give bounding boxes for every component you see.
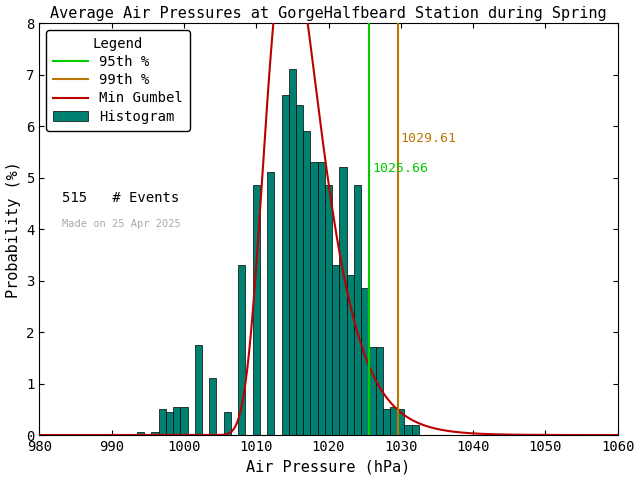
Bar (267, 172, 275, 435)
Text: Made on 25 Apr 2025: Made on 25 Apr 2025 (63, 219, 181, 229)
Bar (339, 168, 347, 435)
Bar (383, 409, 390, 435)
Text: 515   # Events: 515 # Events (63, 192, 180, 205)
Bar (390, 407, 397, 435)
Bar (253, 185, 260, 435)
Bar (180, 407, 188, 435)
Bar (209, 378, 216, 435)
Bar (238, 265, 245, 435)
Bar (361, 288, 368, 435)
Bar (325, 185, 332, 435)
Y-axis label: Probability (%): Probability (%) (6, 161, 20, 298)
Title: Average Air Pressures at GorgeHalfbeard Station during Spring: Average Air Pressures at GorgeHalfbeard … (50, 6, 607, 21)
Bar (310, 162, 317, 435)
Bar (282, 95, 289, 435)
X-axis label: Air Pressure (hPa): Air Pressure (hPa) (246, 459, 411, 474)
Bar (159, 409, 166, 435)
Bar (195, 345, 202, 435)
Bar (173, 407, 180, 435)
Bar (296, 106, 303, 435)
Bar (303, 131, 310, 435)
Text: 1025.66: 1025.66 (372, 162, 428, 175)
Bar (404, 425, 412, 435)
Bar (354, 185, 361, 435)
Bar (368, 348, 376, 435)
Bar (289, 70, 296, 435)
Bar (317, 162, 325, 435)
Bar (397, 409, 404, 435)
Bar (412, 425, 419, 435)
Text: 1029.61: 1029.61 (401, 132, 457, 144)
Bar (224, 412, 231, 435)
Bar (137, 432, 144, 435)
Bar (347, 276, 354, 435)
Bar (166, 412, 173, 435)
Bar (332, 265, 339, 435)
Bar (376, 348, 383, 435)
Bar (152, 432, 159, 435)
Legend: 95th %, 99th %, Min Gumbel, Histogram: 95th %, 99th %, Min Gumbel, Histogram (46, 30, 190, 131)
